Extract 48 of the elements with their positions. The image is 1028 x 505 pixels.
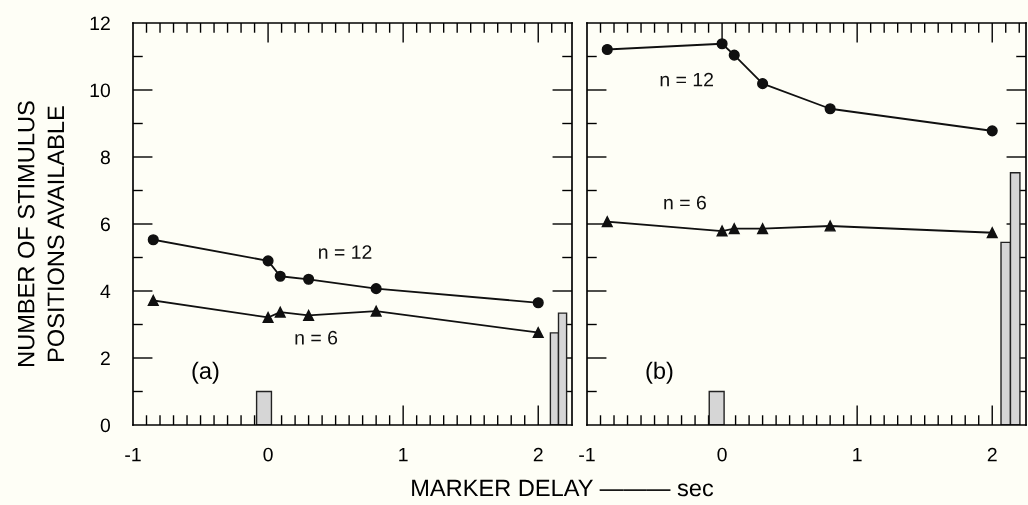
point bbox=[757, 78, 769, 90]
point bbox=[716, 38, 728, 50]
bar bbox=[255, 390, 273, 425]
annotation: (a) bbox=[192, 361, 219, 384]
point bbox=[274, 306, 286, 318]
point bbox=[370, 283, 382, 295]
point bbox=[303, 309, 315, 322]
point bbox=[824, 220, 836, 232]
point bbox=[601, 43, 613, 56]
x-axis-title: MARKER DELAY ——— sec bbox=[412, 479, 714, 497]
series-label: n = 12 bbox=[319, 245, 372, 259]
y-tick-label: 2 bbox=[100, 351, 110, 366]
annotation: (b) bbox=[646, 361, 673, 384]
y-tick-label: 12 bbox=[90, 16, 110, 31]
point bbox=[262, 311, 274, 324]
y-tick-label: 10 bbox=[90, 83, 111, 98]
point bbox=[532, 297, 544, 309]
point bbox=[986, 125, 998, 137]
x-tick-label: 2 bbox=[533, 447, 543, 462]
point bbox=[716, 225, 728, 237]
series-label: n = 6 bbox=[295, 330, 338, 345]
x-tick-label: -1 bbox=[579, 447, 595, 462]
y-tick-label: 0 bbox=[100, 418, 111, 433]
x-tick-label: 2 bbox=[987, 447, 997, 462]
point bbox=[728, 223, 740, 235]
point bbox=[274, 270, 286, 282]
y-tick-label: 8 bbox=[100, 150, 110, 165]
point bbox=[757, 223, 769, 235]
series-label: n = 12 bbox=[660, 72, 713, 87]
x-tick-label: 1 bbox=[399, 447, 408, 462]
x-tick-label: -1 bbox=[125, 447, 141, 462]
y-axis-title: NUMBER OF STIMULUS POSITIONS AVAILABLE bbox=[17, 101, 65, 366]
point bbox=[728, 49, 740, 61]
point bbox=[370, 305, 382, 317]
point bbox=[303, 273, 315, 285]
point bbox=[147, 294, 159, 306]
x-tick-label: 1 bbox=[853, 447, 862, 462]
series-label: n = 6 bbox=[664, 195, 706, 210]
point bbox=[532, 326, 544, 339]
point bbox=[824, 103, 836, 115]
x-tick-label: 0 bbox=[717, 447, 727, 462]
y-tick-label: 4 bbox=[100, 284, 111, 299]
x-tick-label: 0 bbox=[263, 447, 273, 462]
point bbox=[986, 227, 998, 239]
point bbox=[601, 216, 613, 228]
y-tick-label: 6 bbox=[100, 217, 110, 232]
point bbox=[147, 234, 159, 246]
point bbox=[262, 255, 274, 267]
